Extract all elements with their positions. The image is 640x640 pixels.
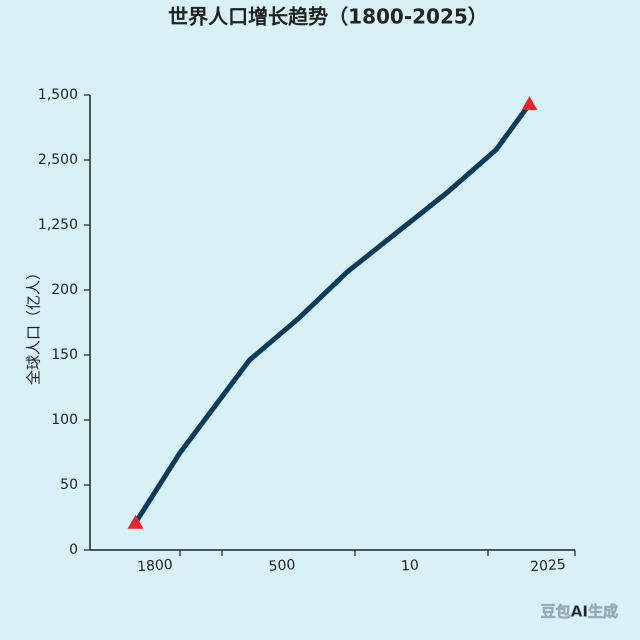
watermark: 豆包AI生成: [541, 603, 618, 621]
y-tick-label: 150: [51, 347, 78, 363]
y-tick-label: 100: [51, 412, 78, 428]
line: [133, 101, 532, 526]
x-tick-label: 1800: [137, 557, 174, 575]
marker: [127, 514, 144, 529]
y-tick-label: 1,250: [38, 217, 78, 233]
x-tick-label: 500: [268, 557, 296, 575]
chart-title: 世界人口增长趋势（1800-2025）: [168, 5, 488, 29]
marker: [521, 96, 538, 111]
x-tick-marks: [179, 550, 576, 556]
y-tick-label: 1,500: [38, 87, 78, 103]
y-axis-label: 全球人口（亿人）: [25, 265, 43, 385]
y-tick-label: 0: [69, 542, 78, 558]
y-tick-label: 2,500: [38, 152, 78, 168]
x-tick-label: 10: [401, 557, 420, 574]
x-tick-label: 2025: [530, 557, 567, 575]
y-tick-label: 200: [51, 282, 78, 298]
y-tick-label: 50: [60, 477, 78, 493]
